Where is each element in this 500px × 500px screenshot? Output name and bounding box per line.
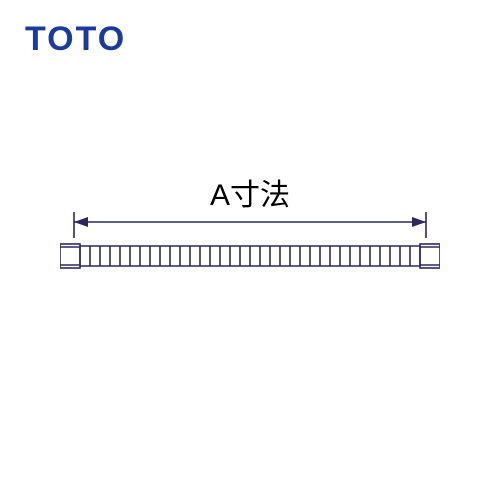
dimension-label: A寸法 xyxy=(210,170,290,214)
brand-logo: TOTO xyxy=(25,20,126,59)
product-diagram: A寸法 xyxy=(60,180,440,280)
